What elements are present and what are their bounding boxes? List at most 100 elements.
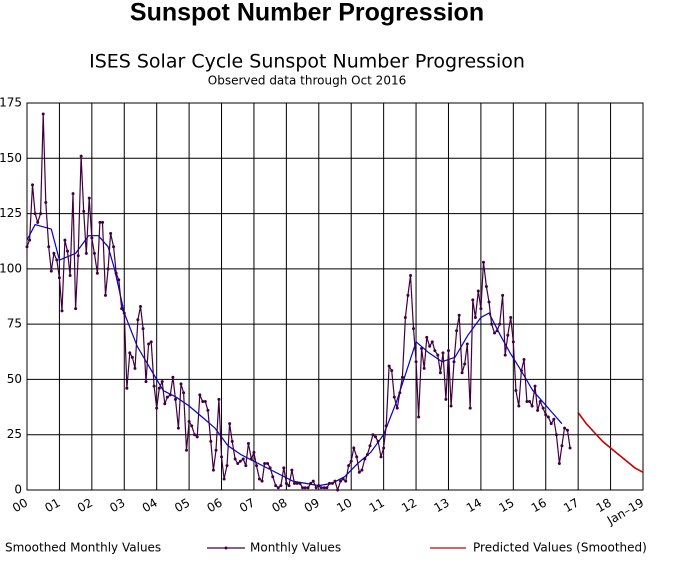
data-point: [41, 112, 45, 116]
x-tick-label: 07: [237, 496, 257, 516]
data-point: [274, 484, 278, 488]
data-point: [568, 446, 572, 450]
data-point: [549, 422, 553, 426]
data-point: [101, 220, 105, 224]
x-tick-label: 17: [561, 496, 581, 516]
data-point: [544, 413, 548, 417]
data-point: [144, 380, 148, 384]
data-point: [31, 183, 35, 187]
data-point: [533, 384, 537, 388]
data-point: [384, 424, 388, 428]
data-point: [195, 435, 199, 439]
y-tick-label: 50: [7, 372, 22, 386]
data-point: [201, 400, 205, 404]
data-point: [339, 479, 343, 483]
data-point: [552, 417, 556, 421]
data-point: [171, 375, 175, 379]
data-point: [268, 466, 272, 470]
data-point: [352, 446, 356, 450]
data-point: [463, 362, 467, 366]
data-point: [422, 366, 426, 370]
data-point: [473, 316, 477, 320]
data-point: [168, 393, 172, 397]
data-point: [33, 212, 37, 216]
data-point: [266, 461, 270, 465]
data-point: [238, 459, 242, 463]
data-point: [290, 468, 294, 472]
data-point: [481, 260, 485, 264]
data-point: [341, 477, 345, 481]
data-point: [363, 457, 367, 461]
x-tick-label: 16: [529, 496, 549, 516]
data-point: [387, 364, 391, 368]
data-point: [185, 448, 189, 452]
data-point: [44, 201, 48, 205]
data-point: [476, 289, 480, 293]
data-point: [220, 455, 224, 459]
data-point: [374, 435, 378, 439]
data-point: [311, 479, 315, 483]
data-point: [433, 349, 437, 353]
data-point: [420, 346, 424, 350]
data-point: [428, 344, 432, 348]
data-point: [382, 446, 386, 450]
data-point: [187, 419, 191, 423]
data-point: [371, 433, 375, 437]
data-point: [317, 484, 321, 488]
data-point: [541, 406, 545, 410]
data-point: [76, 254, 80, 258]
data-point: [160, 380, 164, 384]
data-point: [538, 400, 542, 404]
data-point: [560, 444, 564, 448]
data-point: [417, 415, 421, 419]
data-point: [95, 271, 99, 275]
data-point: [565, 428, 569, 432]
series-line: [577, 412, 644, 474]
data-point: [349, 459, 353, 463]
data-point: [147, 342, 151, 346]
data-point: [525, 400, 529, 404]
data-point: [84, 251, 88, 255]
data-point: [563, 426, 567, 430]
data-point: [257, 477, 261, 481]
data-point: [501, 293, 505, 297]
data-point: [211, 468, 215, 472]
y-tick-label: 175: [0, 96, 22, 110]
data-point: [322, 486, 326, 490]
data-point: [138, 304, 142, 308]
data-point: [436, 353, 440, 357]
data-point: [368, 444, 372, 448]
data-point: [398, 391, 402, 395]
data-point: [179, 382, 183, 386]
data-point: [403, 316, 407, 320]
data-point: [390, 369, 394, 373]
data-point: [109, 231, 113, 235]
data-point: [92, 251, 96, 255]
data-point: [554, 433, 558, 437]
data-point: [303, 486, 307, 490]
legend-label: Smoothed Monthly Values: [5, 541, 161, 555]
data-point: [309, 481, 313, 485]
data-point: [430, 340, 434, 344]
data-point: [114, 271, 118, 275]
data-point: [225, 464, 229, 468]
x-tick-label: 12: [399, 496, 419, 516]
data-point: [246, 442, 250, 446]
data-point: [203, 400, 207, 404]
x-tick-label: 02: [75, 496, 95, 516]
x-tick-label: 08: [269, 496, 289, 516]
data-point: [157, 386, 161, 390]
data-point: [336, 488, 340, 492]
data-point: [214, 448, 218, 452]
data-point: [292, 481, 296, 485]
data-point: [106, 267, 110, 271]
data-point: [306, 486, 310, 490]
data-point: [125, 386, 129, 390]
x-tick-label: 09: [302, 496, 322, 516]
data-point: [209, 439, 213, 443]
data-point: [314, 486, 318, 490]
x-tick-label: 15: [496, 496, 516, 516]
data-point: [25, 245, 29, 249]
data-point: [39, 212, 43, 216]
